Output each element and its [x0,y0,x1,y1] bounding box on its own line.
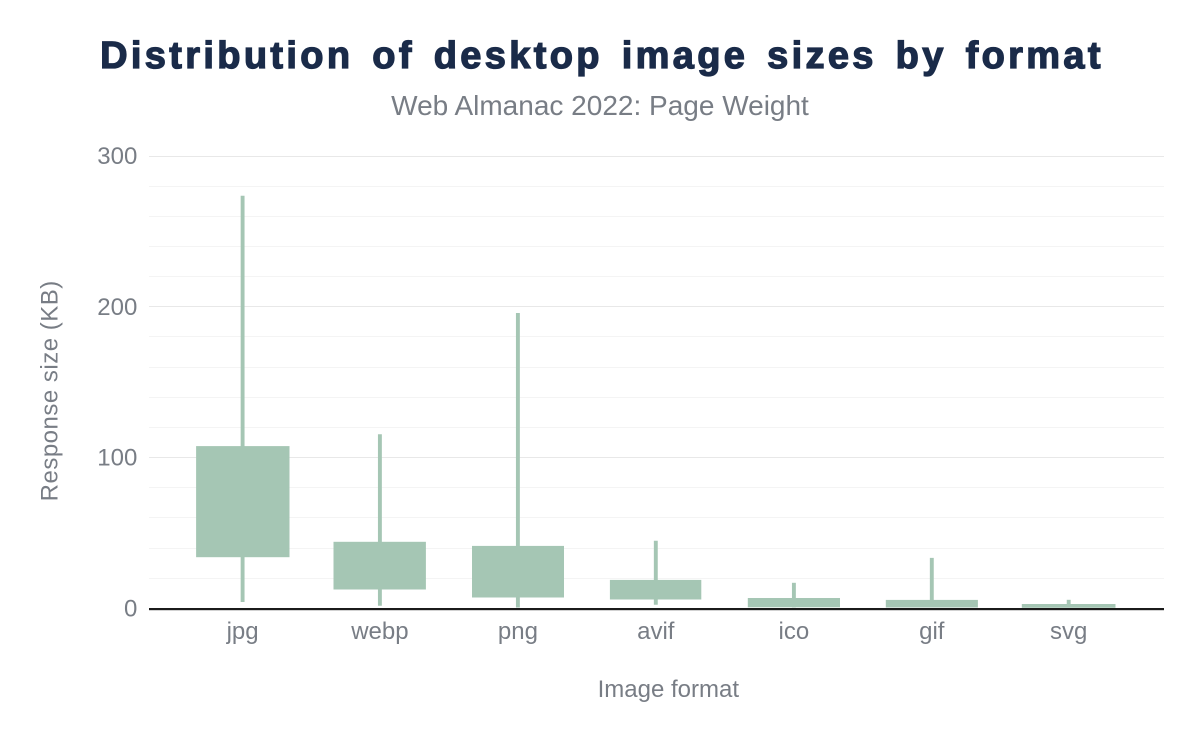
svg-text:100: 100 [97,445,137,472]
svg-text:Response size (KB): Response size (KB) [36,280,63,501]
svg-text:webp: webp [350,618,408,645]
svg-text:0: 0 [124,596,137,623]
svg-text:300: 300 [97,143,137,170]
svg-text:jpg: jpg [226,618,259,645]
svg-text:svg: svg [1050,618,1087,645]
svg-text:gif: gif [919,618,945,645]
svg-text:200: 200 [97,294,137,321]
svg-text:Image format: Image format [598,676,740,703]
svg-text:Distribution of desktop image: Distribution of desktop image sizes by f… [100,35,1104,77]
svg-text:ico: ico [779,618,810,645]
svg-text:Web Almanac 2022: Page Weight: Web Almanac 2022: Page Weight [391,90,809,121]
svg-text:png: png [498,618,538,645]
svg-text:avif: avif [637,618,675,645]
